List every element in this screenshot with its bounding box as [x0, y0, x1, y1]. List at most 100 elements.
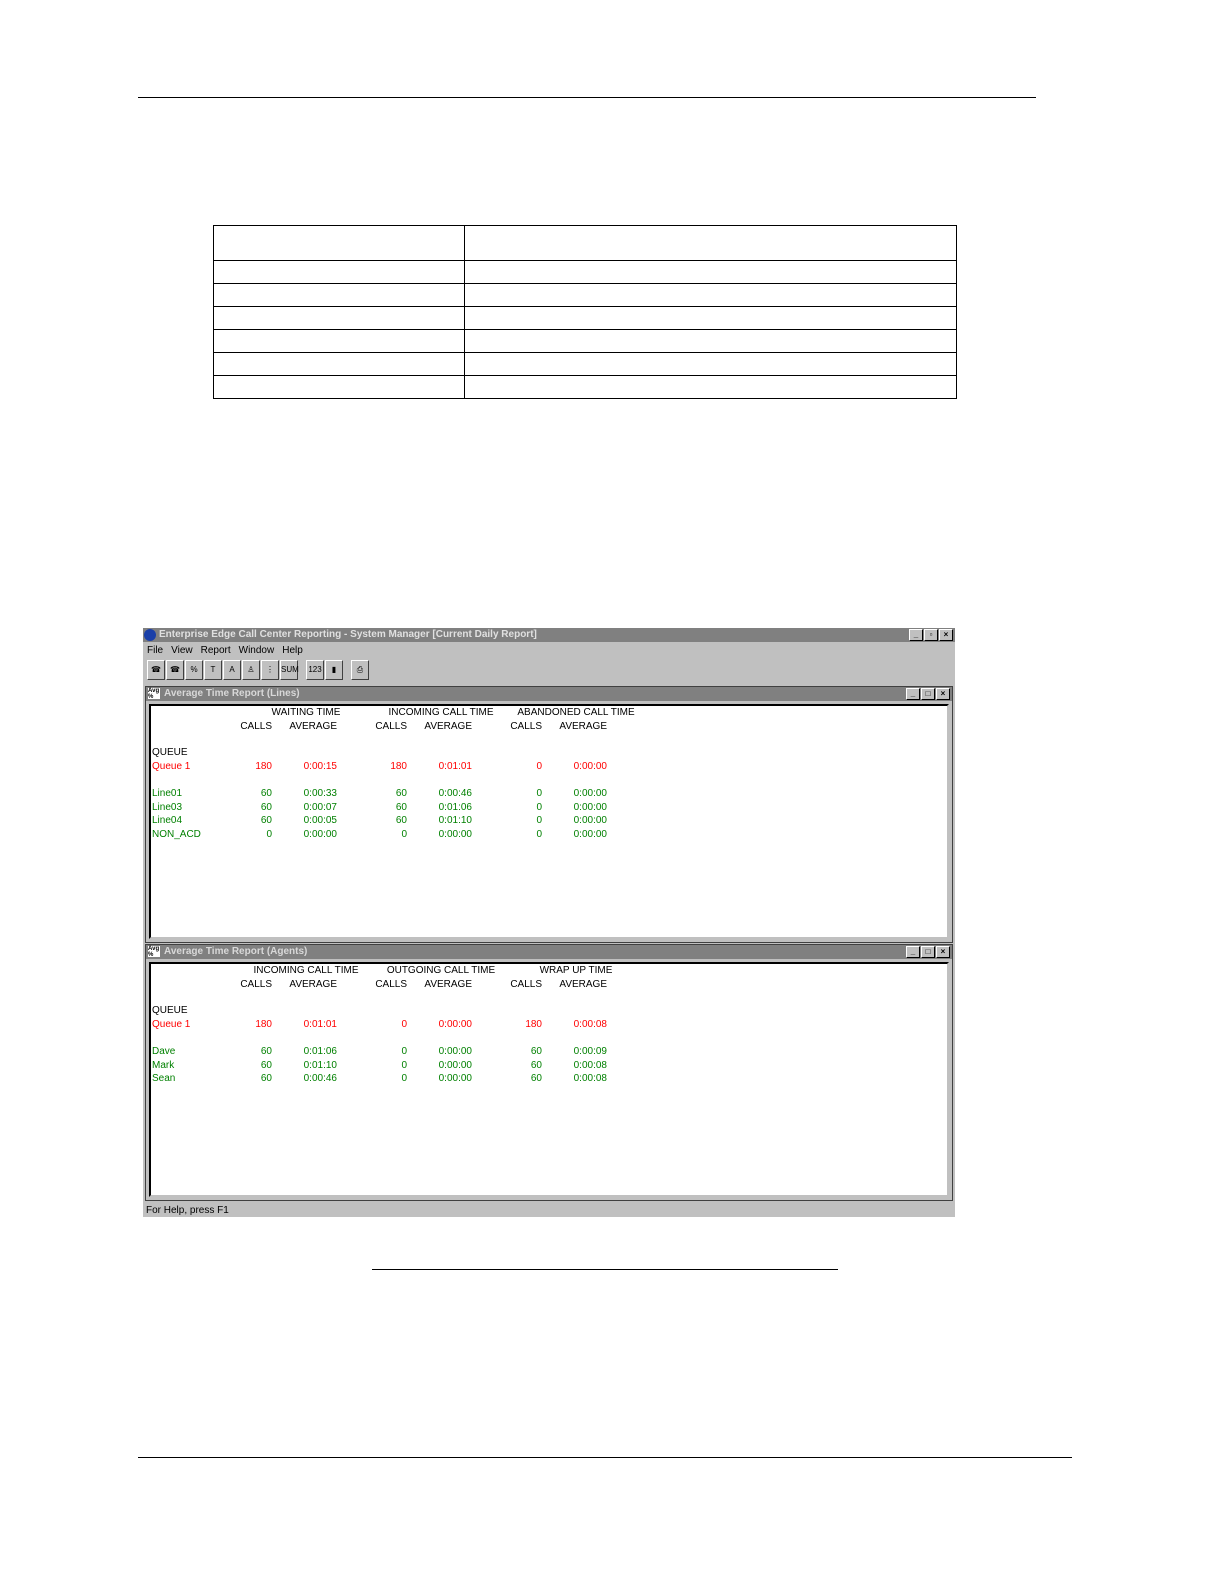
column-group-header: INCOMING CALL TIME — [253, 965, 359, 976]
column-header-average: AVERAGE — [424, 721, 472, 732]
section-label: QUEUE — [152, 747, 188, 758]
numbers-icon[interactable]: 123 — [306, 660, 324, 680]
row-label: Line03 — [152, 801, 183, 813]
minimize-button[interactable]: _ — [909, 629, 923, 641]
lines-report-window: Avg % Average Time Report (Lines) _ □ × WA… — [145, 686, 953, 943]
calls-value: 0 — [401, 828, 407, 840]
table-cell — [464, 260, 957, 284]
print-icon[interactable]: ⎙ — [351, 660, 369, 680]
close-button[interactable]: × — [936, 946, 950, 958]
menu-bar: File View Report Window Help — [147, 644, 303, 657]
caption-rule — [372, 1269, 838, 1270]
calls-value: 60 — [395, 801, 407, 813]
close-button[interactable]: × — [939, 629, 953, 641]
phone-icon[interactable]: ☎ — [147, 660, 165, 680]
calls-value: 60 — [530, 1046, 542, 1057]
calls-value: 180 — [390, 761, 407, 772]
menu-file[interactable]: File — [147, 645, 164, 656]
average-value: 0:01:01 — [438, 761, 472, 772]
toc-icon[interactable]: T — [204, 660, 222, 680]
calls-value: 0 — [536, 761, 542, 772]
average-value: 0:00:00 — [438, 1019, 472, 1030]
window-title: Enterprise Edge Call Center Reporting - … — [159, 629, 537, 640]
section-label: QUEUE — [152, 1005, 188, 1016]
column-header-calls: CALLS — [375, 979, 407, 990]
restore-button[interactable]: ▫ — [924, 629, 938, 641]
chart-icon[interactable]: ▮ — [325, 660, 343, 680]
row-label: Sean — [152, 1073, 176, 1084]
calls-value: 60 — [530, 1073, 542, 1084]
skill-icon[interactable]: % — [185, 660, 203, 680]
report-icon: Avg % — [148, 946, 160, 958]
column-header-calls: CALLS — [240, 721, 272, 732]
maximize-button[interactable]: □ — [921, 946, 935, 958]
column-header-average: AVERAGE — [559, 979, 607, 990]
title-bar[interactable]: Enterprise Edge Call Center Reporting - … — [143, 628, 955, 642]
average-value: 0:00:00 — [573, 788, 607, 799]
average-value: 0:00:08 — [573, 1059, 607, 1071]
average-value: 0:01:10 — [303, 1059, 337, 1071]
child-title-bar[interactable]: Avg % Average Time Report (Lines) _ □ × — [146, 687, 952, 701]
empty-table — [213, 225, 957, 399]
average-value: 0:00:05 — [303, 815, 337, 826]
column-group-header: WAITING TIME — [271, 707, 341, 718]
calls-value: 60 — [260, 815, 272, 826]
avg-icon[interactable]: A — [223, 660, 241, 680]
average-value: 0:01:01 — [303, 1019, 337, 1030]
average-value: 0:01:06 — [303, 1046, 337, 1057]
agents-report-window: Avg % Average Time Report (Agents) _ □ × I… — [145, 944, 953, 1201]
table-cell — [464, 352, 957, 376]
minimize-button[interactable]: _ — [906, 946, 920, 958]
average-value: 0:00:46 — [438, 788, 472, 799]
menu-window[interactable]: Window — [238, 645, 275, 656]
row-label: Mark — [152, 1059, 175, 1071]
average-value: 0:00:07 — [303, 801, 337, 813]
menu-report[interactable]: Report — [200, 645, 231, 656]
child-title: Average Time Report (Lines) — [164, 688, 300, 699]
report-icon: Avg % — [148, 688, 160, 700]
calls-value: 60 — [260, 788, 272, 799]
average-value: 0:00:00 — [438, 828, 472, 840]
report-content: INCOMING CALL TIME CALLS AVERAGE OUTGOING C… — [149, 962, 949, 1197]
column-header-average: AVERAGE — [289, 721, 337, 732]
status-bar: For Help, press F1 — [146, 1205, 229, 1216]
calls-value: 0 — [401, 1046, 407, 1057]
calls-value: 60 — [260, 801, 272, 813]
table-cell — [213, 260, 465, 284]
column-header-calls: CALLS — [240, 979, 272, 990]
footer-rule — [138, 1457, 1072, 1458]
calls-value: 180 — [255, 761, 272, 772]
table-cell — [213, 283, 465, 307]
table-cell — [213, 225, 465, 261]
menu-view[interactable]: View — [171, 645, 193, 656]
app-icon — [144, 629, 156, 641]
calls-value: 0 — [401, 1059, 407, 1071]
child-title-bar[interactable]: Avg % Average Time Report (Agents) _ □ × — [146, 945, 952, 959]
column-header-calls: CALLS — [510, 721, 542, 732]
average-value: 0:01:10 — [438, 815, 472, 826]
row-label: NON_ACD — [152, 828, 201, 840]
column-header-average: AVERAGE — [424, 979, 472, 990]
sum-icon[interactable]: SUM — [280, 660, 299, 680]
row-label: Dave — [152, 1046, 176, 1057]
calls-value: 0 — [536, 801, 542, 813]
report-content: WAITING TIME CALLS AVERAGE INCOMING CALL TI… — [149, 704, 949, 939]
phone-alert-icon[interactable]: ☎ — [166, 660, 184, 680]
calls-value: 60 — [395, 815, 407, 826]
agent-icon[interactable]: ♙ — [242, 660, 260, 680]
maximize-button[interactable]: □ — [921, 688, 935, 700]
table-cell — [464, 375, 957, 399]
close-button[interactable]: × — [936, 688, 950, 700]
calls-value: 0 — [401, 1019, 407, 1030]
menu-help[interactable]: Help — [282, 645, 303, 656]
minimize-button[interactable]: _ — [906, 688, 920, 700]
table-cell — [213, 329, 465, 353]
toolbar: ☎ ☎% T A ♙ ⋮ SUM 123 ▮ ⎙ — [147, 660, 369, 680]
table-cell — [464, 283, 957, 307]
average-value: 0:00:00 — [573, 828, 607, 840]
calls-value: 60 — [260, 1073, 272, 1084]
traffic-light-icon[interactable]: ⋮ — [261, 660, 279, 680]
calls-value: 60 — [260, 1059, 272, 1071]
column-header-calls: CALLS — [375, 721, 407, 732]
calls-value: 180 — [525, 1019, 542, 1030]
